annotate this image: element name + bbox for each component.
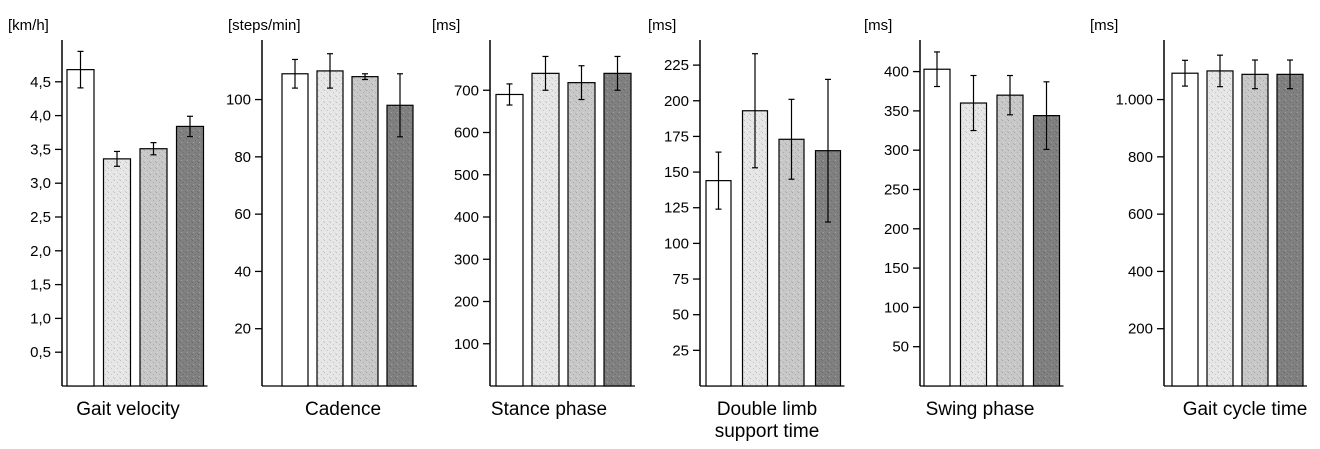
y-tick-label: 100 [884,299,909,316]
y-tick-label: 2,5 [30,209,51,226]
y-tick-label: 600 [454,125,479,142]
unit-label: [ms] [864,17,892,34]
bar-texture [779,139,804,386]
bar-texture [104,159,130,386]
y-tick-label: 300 [884,142,909,159]
y-tick-label: 100 [454,336,479,353]
bar-group-1 [66,69,95,387]
y-tick-label: 150 [884,260,909,277]
bar-texture [743,111,767,386]
chart-panel-2: [steps/min] 20 40 60 80 100 Cadence [226,17,417,420]
chart-panel-4: [ms] 25 50 75 100 125 150 175 200 225 Double limbs… [648,17,845,442]
panel-title: Stance phase [491,399,607,420]
unit-label: [steps/min] [228,17,301,34]
chart-panel-6: [ms] 200 400 600 800 1.000 Gait cycle time [1090,17,1307,420]
unit-label: [ms] [648,17,676,34]
panel-title: Gait cycle time [1183,399,1308,420]
y-tick-label: 225 [664,57,689,74]
bar-texture [568,83,595,386]
bar-texture [387,105,413,386]
y-tick-label: 100 [664,235,689,252]
y-tick-label: 3,0 [30,175,51,192]
y-tick-label: 3,5 [30,141,51,158]
y-tick-label: 175 [664,128,689,145]
y-tick-label: 800 [1128,149,1153,166]
bar-texture [961,103,986,386]
y-tick-label: 250 [884,181,909,198]
unit-label: [ms] [1090,17,1118,34]
y-tick-label: 400 [454,209,479,226]
panel-title: Cadence [305,399,381,420]
y-tick-label: 200 [664,93,689,110]
y-tick-label: 40 [234,263,251,280]
y-tick-label: 100 [226,92,251,109]
y-tick-label: 1,5 [30,277,51,294]
y-tick-label: 400 [1128,263,1153,280]
y-tick-label: 150 [664,164,689,181]
y-tick-label: 80 [234,149,251,166]
bar-texture [604,73,631,386]
bar-group-1 [495,93,524,387]
bar-texture [1242,74,1268,386]
panel-title-line: support time [715,421,820,442]
y-tick-label: 2,0 [30,243,51,260]
bar-texture [1277,74,1303,386]
bar-texture [997,95,1023,386]
y-tick-label: 200 [454,294,479,311]
y-tick-label: 125 [664,200,689,217]
y-tick-label: 200 [884,221,909,238]
y-tick-label: 75 [672,271,689,288]
bar-texture [816,151,840,386]
y-tick-label: 350 [884,103,909,120]
bar-group-1 [705,180,732,387]
bar-texture [1207,71,1233,386]
bar-texture [177,127,203,386]
y-tick-label: 700 [454,82,479,99]
bar-texture [140,149,167,386]
bar-texture [1034,116,1059,386]
unit-label: [ms] [432,17,460,34]
unit-label: [km/h] [8,17,49,34]
y-tick-label: 600 [1128,206,1153,223]
bar-texture [532,73,559,386]
y-tick-label: 400 [884,64,909,81]
y-tick-label: 4,5 [30,74,51,91]
y-tick-label: 50 [672,307,689,324]
bar-group-1 [281,73,309,387]
chart-panel-5: [ms] 50 100 150 200 250 300 350 400 Swing phase [864,17,1064,420]
y-tick-label: 500 [454,167,479,184]
panel-title-line: Double limb [717,399,817,420]
y-tick-label: 20 [234,321,251,338]
bar-group-1 [923,68,951,387]
y-tick-label: 1,0 [30,310,51,327]
panel-title: Swing phase [926,399,1035,420]
chart-panel-3: [ms] 100 200 300 400 500 600 700 Stance phase [432,17,635,420]
y-tick-label: 1.000 [1115,92,1153,109]
bar-texture [352,77,378,386]
panel-title: Gait velocity [76,399,180,420]
y-tick-label: 0,5 [30,344,51,361]
bar-texture [317,71,343,386]
y-tick-label: 25 [672,342,689,359]
y-tick-label: 50 [892,339,909,356]
y-tick-label: 4,0 [30,108,51,125]
y-tick-label: 200 [1128,321,1153,338]
y-tick-label: 60 [234,206,251,223]
y-tick-label: 300 [454,251,479,268]
chart-panel-1: [km/h] 0,5 1,0 1,5 2,0 2,5 3,0 3,5 4,0 4,5 Gait ve… [8,17,208,420]
bar-group-1 [1171,72,1199,387]
